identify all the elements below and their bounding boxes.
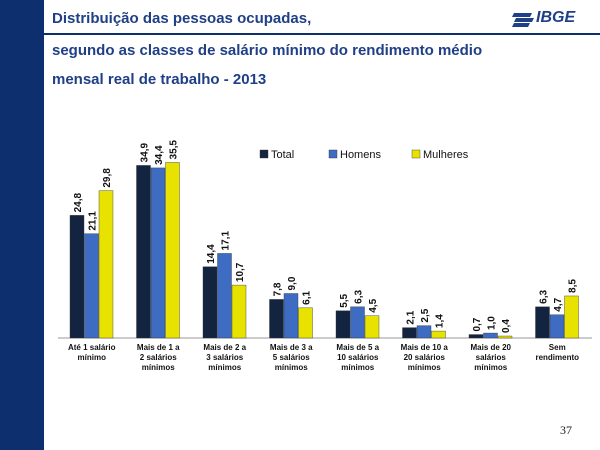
- legend-label-total: Total: [271, 149, 294, 161]
- data-label-total-6: 0,7: [472, 317, 483, 331]
- data-label-homens-0: 21,1: [88, 211, 99, 231]
- bar-homens-5: [416, 325, 432, 339]
- bar-total-7: [535, 306, 550, 339]
- category-label-4: 10 salários: [337, 353, 379, 362]
- legend-swatch-total: [259, 149, 269, 159]
- page-number: 37: [560, 423, 572, 437]
- bar-homens-0: [84, 233, 99, 339]
- sidebar-band: [0, 0, 44, 450]
- data-label-mulheres-5: 1,4: [435, 314, 446, 328]
- bar-total-4: [335, 310, 351, 339]
- category-label-5: mínimos: [408, 363, 441, 372]
- category-label-2: mínimos: [208, 363, 241, 372]
- bar-mulheres-3: [298, 307, 313, 339]
- bar-mulheres-7: [564, 295, 579, 339]
- data-label-mulheres-1: 35,5: [169, 140, 180, 160]
- bar-total-3: [269, 299, 284, 339]
- data-label-homens-2: 17,1: [221, 231, 232, 251]
- category-label-1: mínimos: [142, 363, 175, 372]
- category-label-1: 2 salários: [140, 353, 177, 362]
- category-label-1: Mais de 1 a: [137, 343, 180, 352]
- bar-mulheres-5: [431, 330, 446, 339]
- bar-homens-1: [150, 167, 166, 339]
- category-label-2: 3 salários: [206, 353, 243, 362]
- legend-swatch-homens: [328, 149, 338, 159]
- legend-swatch-mulheres: [411, 149, 421, 159]
- slide-title-line-3: mensal real de trabalho - 2013: [52, 71, 267, 88]
- bar-homens-3: [283, 293, 299, 339]
- category-label-6: Mais de 20: [471, 343, 512, 352]
- category-label-3: Mais de 3 a: [270, 343, 313, 352]
- data-label-total-2: 14,4: [206, 244, 217, 264]
- category-label-0: mínimo: [78, 353, 107, 362]
- legend-label-homens: Homens: [340, 149, 381, 161]
- data-label-mulheres-2: 10,7: [235, 262, 246, 282]
- data-label-mulheres-3: 6,1: [302, 290, 313, 304]
- data-label-mulheres-6: 0,4: [501, 319, 512, 333]
- category-label-0: Até 1 salário: [68, 343, 116, 352]
- data-label-mulheres-4: 4,5: [368, 298, 379, 312]
- category-label-7: Sem: [549, 343, 566, 352]
- category-label-4: Mais de 5 a: [336, 343, 379, 352]
- ibge-logo-text: IBGE: [536, 9, 576, 26]
- bar-homens-2: [217, 253, 232, 339]
- data-label-total-7: 6,3: [539, 290, 550, 304]
- category-label-6: mínimos: [474, 363, 507, 372]
- data-label-total-4: 5,5: [339, 293, 350, 307]
- category-label-6: salários: [476, 353, 507, 362]
- category-label-3: 5 salários: [273, 353, 310, 362]
- bar-total-2: [202, 266, 218, 339]
- data-label-total-0: 24,8: [73, 192, 84, 212]
- bar-total-0: [69, 215, 85, 339]
- bar-mulheres-1: [165, 162, 180, 339]
- data-label-homens-7: 4,7: [553, 297, 564, 311]
- bar-mulheres-4: [364, 315, 380, 339]
- category-label-7: rendimento: [535, 353, 579, 362]
- category-label-5: Mais de 10 a: [401, 343, 449, 352]
- category-label-3: mínimos: [275, 363, 308, 372]
- bar-homens-4: [350, 306, 365, 339]
- data-label-homens-4: 6,3: [354, 290, 365, 304]
- bar-total-5: [402, 327, 417, 339]
- data-label-total-5: 2,1: [406, 310, 417, 324]
- header-divider: [44, 33, 600, 35]
- bar-total-1: [136, 165, 151, 339]
- slide-title-line-1: Distribuição das pessoas ocupadas,: [52, 10, 312, 27]
- data-label-mulheres-0: 29,8: [102, 168, 113, 188]
- data-label-homens-5: 2,5: [420, 308, 431, 322]
- data-label-homens-3: 9,0: [287, 276, 298, 290]
- bar-mulheres-0: [98, 190, 114, 339]
- salary-class-bar-chart: 24,8 21,1 29,8 34,9 34,4 35,5 14,4 17,110,7 7,8 9…: [58, 140, 592, 372]
- ibge-logo-icon: [512, 13, 534, 27]
- legend-label-mulheres: Mulheres: [423, 149, 469, 161]
- slide-header: [44, 0, 600, 36]
- data-label-homens-1: 34,4: [154, 145, 165, 165]
- bar-total-6: [468, 334, 484, 339]
- bar-mulheres-2: [231, 284, 247, 339]
- data-label-mulheres-7: 8,5: [568, 279, 579, 293]
- slide-title-line-2: segundo as classes de salário mínimo do …: [52, 42, 483, 59]
- data-label-total-1: 34,9: [140, 143, 151, 163]
- data-label-total-3: 7,8: [273, 282, 284, 296]
- bar-mulheres-6: [497, 335, 513, 339]
- data-label-homens-6: 1,0: [487, 316, 498, 330]
- category-label-5: 20 salários: [404, 353, 446, 362]
- category-label-4: mínimos: [341, 363, 374, 372]
- category-label-2: Mais de 2 a: [203, 343, 246, 352]
- bar-homens-6: [483, 332, 498, 339]
- bar-homens-7: [549, 314, 565, 339]
